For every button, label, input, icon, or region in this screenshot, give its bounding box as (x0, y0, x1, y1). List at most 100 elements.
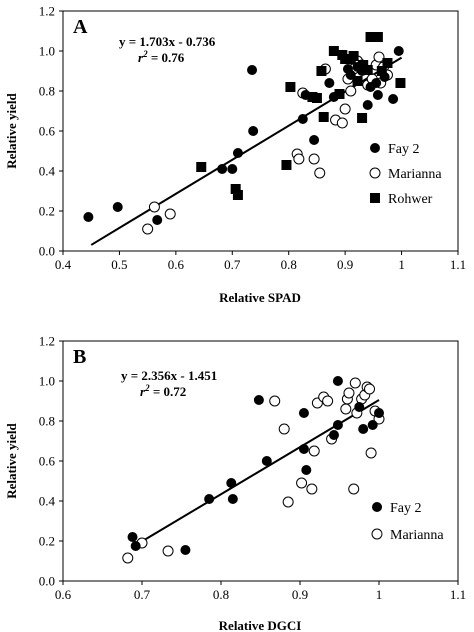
panel-b-xtick-label: 1.1 (450, 587, 466, 602)
panel-b-r2-sup: 2 (144, 383, 150, 393)
panel-a-point-rohwer (318, 112, 329, 122)
panel-a-point-rohwer (395, 78, 406, 88)
panel-b-trendline (132, 399, 380, 548)
panel-a-point-rohwer (376, 66, 387, 76)
panel-b-point-marianna (348, 483, 360, 495)
panel-b-point-fay-2 (261, 456, 272, 466)
panel-a-point-marianna (308, 153, 320, 165)
panel-b-point-fay-2 (301, 465, 312, 475)
panel-a-ytick-label: 0.0 (39, 244, 55, 259)
panel-a-point-fay-2 (227, 164, 238, 174)
panel-a-point-rohwer (196, 162, 207, 172)
panel-b-ytick-label: 0.8 (39, 414, 55, 429)
panel-b-legend-marker-fay-2 (372, 502, 382, 512)
panel-a-xtick-label: 0.6 (168, 257, 185, 272)
panel-b-point-marianna (340, 403, 352, 415)
panel-a-xtick-label: 0.8 (281, 257, 297, 272)
panel-b-xtick-label: 0.7 (134, 587, 151, 602)
panel-b-ytick-label: 0.4 (39, 494, 56, 509)
panel-a-ytick-label: 0.2 (39, 204, 55, 219)
panel-b-point-marianna (296, 477, 308, 489)
panel-b-point-marianna (308, 445, 320, 457)
panel-a-legend-marker-fay-2 (370, 143, 380, 153)
panel-b-r2-prefix: r (140, 384, 146, 399)
panel-a-point-fay-2 (388, 94, 399, 104)
panel-b-point-marianna (122, 552, 134, 564)
panel-b-point-fay-2 (367, 420, 378, 430)
panel-b-point-fay-2 (130, 541, 141, 551)
panel-b-legend: Fay 2 Marianna (371, 501, 444, 543)
panel-b-point-fay-2 (226, 478, 237, 488)
panel-a-legend-marker-marianna (369, 167, 381, 179)
panel-b-point-marianna (162, 545, 174, 557)
panel-b-ytick-label: 1.0 (39, 374, 55, 389)
panel-b-ytick-label: 0.0 (39, 574, 55, 589)
panel-b-point-fay-2 (298, 408, 309, 418)
panel-b-label: B (73, 346, 86, 368)
panel-b-xtick-label: 0.9 (292, 587, 308, 602)
panel-a-point-marianna (339, 103, 351, 115)
panel-a-point-rohwer (382, 58, 393, 68)
panel-b-equation: y = 2.356x - 1.451 (121, 368, 217, 383)
panel-b-point-marianna (364, 383, 376, 395)
panel-a-point-fay-2 (247, 65, 258, 75)
panel-b-data-points (122, 376, 385, 564)
panel-a-ylabel: Relative yield (4, 93, 19, 169)
panel-b-xtick-label: 0.8 (213, 587, 229, 602)
panel-a-point-rohwer (311, 93, 322, 103)
panel-b-ytick-label: 1.2 (39, 334, 55, 349)
panel-a-point-rohwer (348, 51, 359, 61)
panel-b-point-marianna (306, 483, 318, 495)
panel-b-point-marianna (322, 395, 334, 407)
panel-a-point-fay-2 (324, 78, 335, 88)
panel-a-point-marianna (373, 51, 385, 63)
panel-b-r2: r2 = 0.72 (140, 383, 186, 399)
panel-a-point-rohwer (372, 32, 383, 42)
panel-b-point-fay-2 (358, 424, 369, 434)
panel-b-point-fay-2 (298, 444, 309, 454)
panel-a-xtick-label: 0.7 (224, 257, 241, 272)
panel-a-xtick-label: 0.4 (55, 257, 72, 272)
panel-a-point-marianna (345, 85, 357, 97)
panel-a-point-fay-2 (112, 202, 123, 212)
panel-a-point-fay-2 (217, 164, 228, 174)
panel-a-chart: 0.4 0.5 0.6 0.7 0.8 0.9 1 1.1 0.0 0.2 0.4 0.6 0.8 1.0… (4, 4, 466, 306)
panel-a-xtick-label: 1 (398, 257, 405, 272)
panel-a-point-rohwer (352, 76, 363, 86)
panel-b-ylabel: Relative yield (4, 423, 19, 499)
panel-a-xtick-label: 0.5 (111, 257, 127, 272)
panel-b-point-fay-2 (180, 545, 191, 555)
panel-b-xtick-label: 1 (376, 587, 383, 602)
panel-b-ytick-label: 0.2 (39, 534, 55, 549)
panel-a-point-rohwer (328, 46, 339, 56)
panel-a-axis-ticks: 0.4 0.5 0.6 0.7 0.8 0.9 1 1.1 0.0 0.2 0.4 0.6 0.8 1.0… (39, 4, 466, 273)
panel-a-legend-label-fay-2: Fay 2 (388, 142, 420, 157)
panel-a-r2-prefix: r (138, 50, 144, 65)
panel-b-legend-marker-marianna (371, 528, 383, 540)
panel-a-point-marianna (142, 223, 154, 235)
panel-a-xlabel: Relative SPAD (219, 290, 301, 305)
panel-a-point-marianna (336, 117, 348, 129)
panel-a-point-rohwer (357, 113, 368, 123)
panel-b-axis-ticks: 0.6 0.7 0.8 0.9 1 1.1 0.0 0.2 0.4 0.6 0.8 1.0 1.2 (39, 334, 466, 603)
panel-b-point-marianna (269, 395, 281, 407)
panel-a-label: A (73, 16, 88, 38)
panel-b-point-marianna (343, 387, 355, 399)
panel-a-ytick-label: 1.0 (39, 44, 55, 59)
panel-b-point-marianna (278, 423, 290, 435)
panel-b-point-fay-2 (253, 395, 264, 405)
panel-a-r2-sup: 2 (142, 49, 148, 59)
panel-a-point-fay-2 (372, 90, 383, 100)
panel-a-point-marianna (164, 208, 176, 220)
panel-a-point-fay-2 (297, 114, 308, 124)
panel-b-point-fay-2 (127, 532, 138, 542)
panel-b-legend-label-fay-2: Fay 2 (390, 501, 422, 516)
panel-b-xlabel: Relative DGCI (219, 618, 302, 632)
panel-a-point-marianna (293, 153, 305, 165)
panel-a-r2-value: = 0.76 (148, 50, 185, 65)
panel-a-xtick-label: 0.9 (337, 257, 353, 272)
panel-a-point-rohwer (316, 66, 327, 76)
panel-a-point-fay-2 (309, 135, 320, 145)
panel-a-legend: Fay 2 Marianna Rohwer (369, 142, 442, 207)
